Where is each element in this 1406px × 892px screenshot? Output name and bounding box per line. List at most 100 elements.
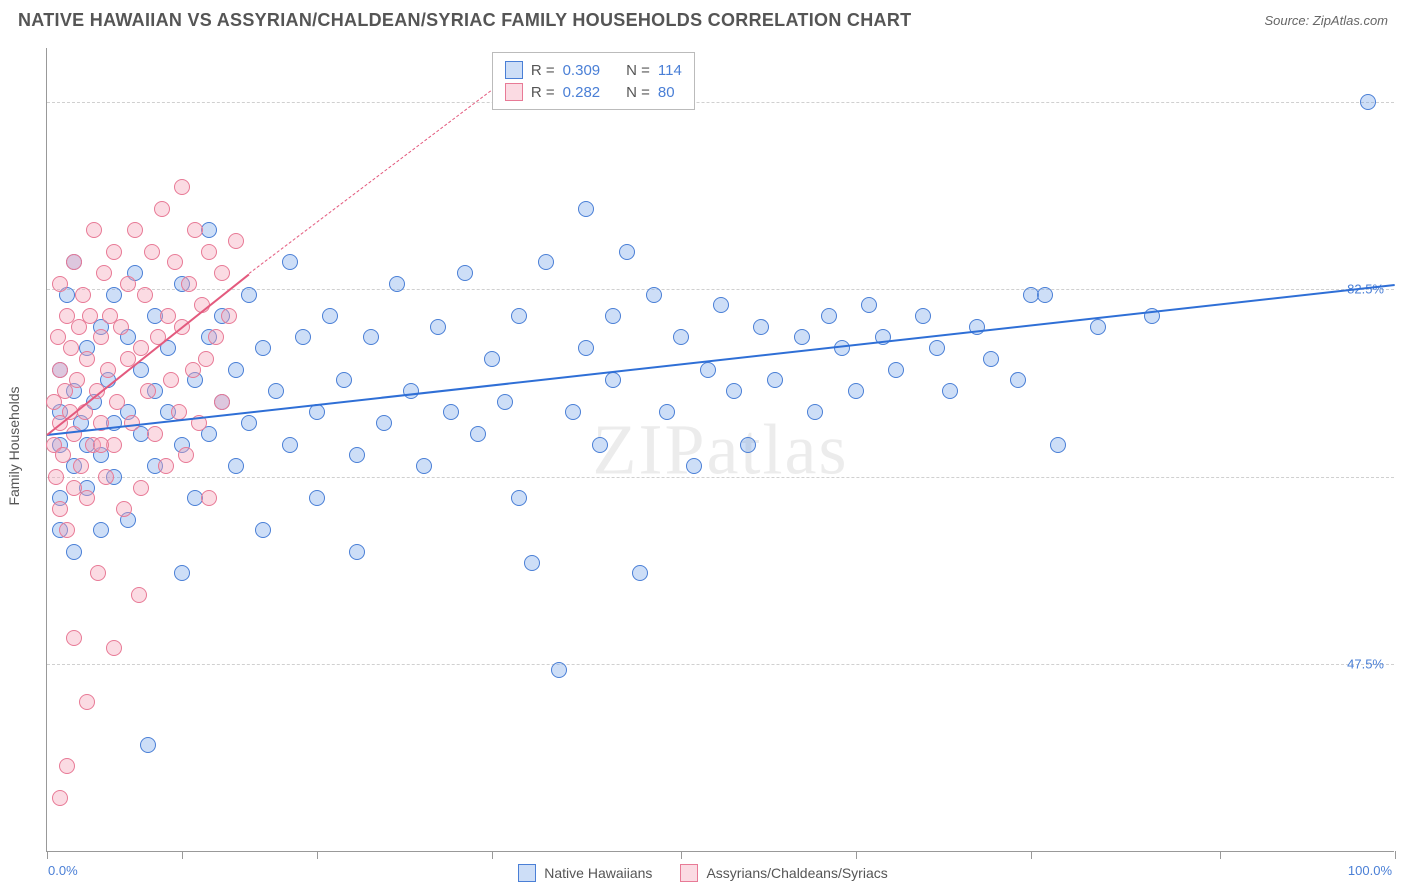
data-point [470,426,486,442]
data-point [942,383,958,399]
data-point [133,480,149,496]
data-point [632,565,648,581]
x-tick [317,851,318,859]
regression-line-dashed [249,70,519,274]
data-point [605,372,621,388]
data-point [767,372,783,388]
data-point [86,222,102,238]
data-point [349,447,365,463]
data-point [127,222,143,238]
data-point [1050,437,1066,453]
data-point [659,404,675,420]
data-point [983,351,999,367]
data-point [268,383,284,399]
data-point [686,458,702,474]
data-point [79,490,95,506]
data-point [154,201,170,217]
legend-swatch [518,864,536,882]
bottom-legend: Native Hawaiians Assyrians/Chaldeans/Syri… [0,864,1406,882]
data-point [255,522,271,538]
data-point [50,329,66,345]
data-point [619,244,635,260]
data-point [363,329,379,345]
data-point [578,340,594,356]
r-value: 0.282 [563,84,601,101]
data-point [66,480,82,496]
data-point [282,254,298,270]
data-point [109,394,125,410]
x-tick [492,851,493,859]
data-point [90,565,106,581]
data-point [888,362,904,378]
chart-area: ZIPatlas 47.5%82.5%R =0.309N =114R =0.28… [46,48,1394,852]
data-point [497,394,513,410]
n-value: 114 [658,62,682,79]
data-point [726,383,742,399]
stats-legend: R =0.309N =114R =0.282N =80 [492,52,695,110]
data-point [52,790,68,806]
legend-item: Native Hawaiians [518,864,652,882]
data-point [255,340,271,356]
data-point [106,244,122,260]
data-point [113,319,129,335]
data-point [322,308,338,324]
data-point [221,308,237,324]
data-point [834,340,850,356]
data-point [82,308,98,324]
data-point [167,254,183,270]
data-point [592,437,608,453]
data-point [794,329,810,345]
data-point [106,640,122,656]
data-point [96,265,112,281]
data-point [551,662,567,678]
data-point [443,404,459,420]
stats-legend-row: R =0.282N =80 [505,81,682,103]
r-value: 0.309 [563,62,601,79]
data-point [59,522,75,538]
data-point [713,297,729,313]
data-point [174,565,190,581]
data-point [66,426,82,442]
gridline [47,102,1394,103]
data-point [753,319,769,335]
data-point [178,447,194,463]
data-point [416,458,432,474]
plot-region: ZIPatlas 47.5%82.5%R =0.309N =114R =0.28… [46,48,1394,852]
data-point [228,362,244,378]
data-point [740,437,756,453]
data-point [524,555,540,571]
n-value: 80 [658,84,675,101]
data-point [48,469,64,485]
x-tick [47,851,48,859]
data-point [147,426,163,442]
data-point [915,308,931,324]
data-point [163,372,179,388]
data-point [389,276,405,292]
data-point [821,308,837,324]
data-point [214,265,230,281]
data-point [73,458,89,474]
data-point [646,287,662,303]
data-point [66,544,82,560]
data-point [807,404,823,420]
data-point [336,372,352,388]
legend-item: Assyrians/Chaldeans/Syriacs [680,864,887,882]
data-point [848,383,864,399]
data-point [228,458,244,474]
data-point [140,737,156,753]
data-point [63,340,79,356]
x-tick [1220,851,1221,859]
data-point [1037,287,1053,303]
data-point [1010,372,1026,388]
chart-title: NATIVE HAWAIIAN VS ASSYRIAN/CHALDEAN/SYR… [18,10,911,31]
data-point [137,287,153,303]
data-point [93,329,109,345]
data-point [79,351,95,367]
data-point [1360,94,1376,110]
data-point [181,276,197,292]
data-point [295,329,311,345]
data-point [116,501,132,517]
data-point [457,265,473,281]
legend-swatch [505,83,523,101]
data-point [120,276,136,292]
